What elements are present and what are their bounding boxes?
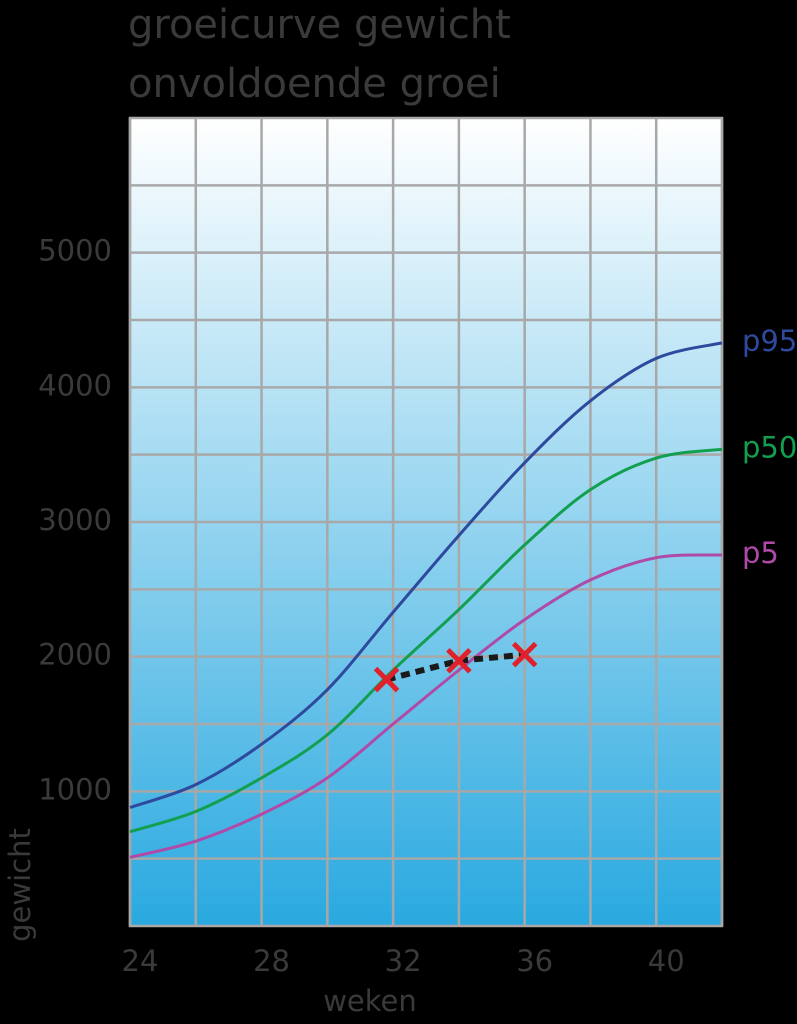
chart-title: onvoldoende groei [128,61,501,107]
plot-border [128,116,724,928]
y-tick-label: 2000 [38,638,112,672]
y-axis-title: gewicht [3,828,37,942]
x-axis-title: weken [323,984,417,1018]
measurement-point [511,641,538,668]
series-label: p95 [742,324,797,358]
series-label: p5 [742,536,779,570]
y-tick-label: 4000 [38,368,112,402]
measurement-point [446,647,472,674]
y-tick-label: 5000 [38,234,112,268]
y-tick-label: 1000 [38,772,112,806]
x-tick-label: 36 [516,944,553,978]
line [129,553,723,859]
line [129,447,723,834]
x-tick-label: 40 [648,944,685,978]
x-tick-label: 24 [122,944,159,978]
series-label: p50 [742,430,797,464]
y-tick-label: 3000 [38,503,112,537]
x-tick-label: 28 [253,944,290,978]
measurement-point [373,666,400,693]
x-tick-label: 32 [385,944,422,978]
line [129,341,723,809]
chart-title: groeicurve gewicht [128,2,511,48]
